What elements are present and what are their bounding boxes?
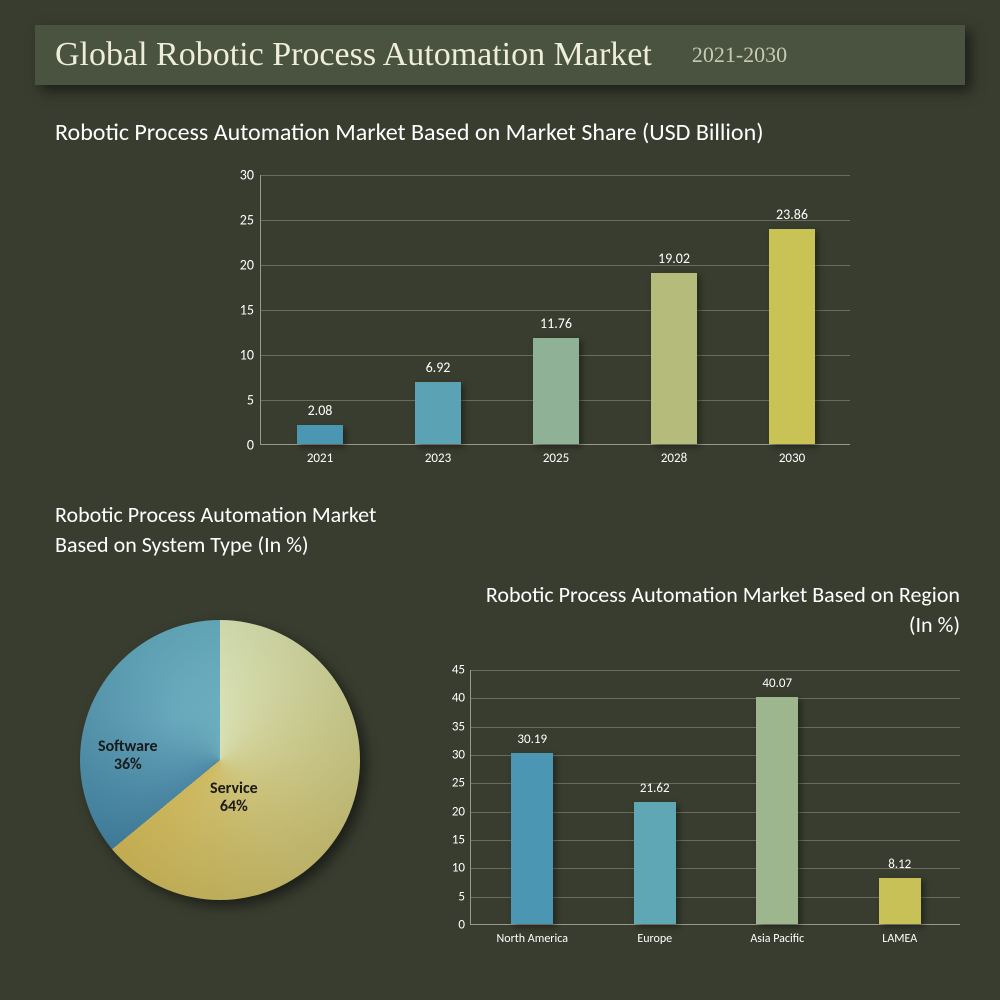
- gridline: [261, 175, 850, 176]
- bar: [533, 338, 579, 444]
- y-tick-label: 30: [433, 748, 465, 763]
- region-plot-area: 05101520253035404530.19North America21.6…: [470, 670, 960, 925]
- x-tick-label: North America: [497, 932, 568, 946]
- bar-value-label: 8.12: [888, 857, 911, 872]
- bar-value-label: 6.92: [426, 359, 451, 376]
- bar-value-label: 30.19: [517, 732, 547, 747]
- y-tick-label: 25: [433, 776, 465, 791]
- header-bar: Global Robotic Process Automation Market…: [35, 25, 965, 85]
- y-tick-label: 45: [433, 663, 465, 678]
- region-chart-title-text: Robotic Process Automation Market Based …: [486, 581, 960, 638]
- bar: [769, 229, 815, 444]
- pie-label-software: Software36%: [98, 738, 158, 775]
- gridline: [261, 220, 850, 221]
- region-chart: 0 5 10 15 20 25 30 35 40 45 30.19 North America 21.6…: [430, 665, 970, 955]
- bar-value-label: 11.76: [540, 315, 572, 332]
- bar-value-label: 19.02: [658, 250, 690, 267]
- bar: [756, 697, 798, 924]
- header-title: Global Robotic Process Automation Market: [55, 36, 652, 74]
- x-tick-label: 2025: [543, 451, 569, 466]
- bar-value-label: 40.07: [762, 676, 792, 691]
- gridline: [471, 670, 960, 671]
- pie-label-service: Service64%: [210, 780, 258, 817]
- gridline: [261, 265, 850, 266]
- bar: [415, 382, 461, 444]
- y-tick-label: 40: [433, 691, 465, 706]
- y-tick-label: 0: [433, 918, 465, 933]
- gridline: [261, 310, 850, 311]
- x-tick-label: LAMEA: [882, 932, 917, 946]
- bar: [634, 802, 676, 925]
- market-share-chart-title: Robotic Process Automation Market Based …: [55, 118, 763, 147]
- header-years: 2021-2030: [692, 42, 787, 68]
- region-chart-title: Robotic Process Automation Market Based …: [470, 580, 960, 639]
- y-tick-label: 15: [433, 833, 465, 848]
- gridline: [471, 727, 960, 728]
- x-tick-label: Asia Pacific: [750, 932, 804, 946]
- bar-value-label: 21.62: [640, 781, 670, 796]
- x-tick-label: 2021: [307, 451, 333, 466]
- system-type-pie: Software36% Service64%: [80, 620, 360, 900]
- gridline: [471, 698, 960, 699]
- bar-value-label: 23.86: [776, 206, 808, 223]
- bar: [879, 878, 921, 924]
- bar: [511, 753, 553, 924]
- y-tick-label: 20: [216, 257, 254, 274]
- y-tick-label: 25: [216, 212, 254, 229]
- y-tick-label: 5: [433, 889, 465, 904]
- x-tick-label: Europe: [637, 932, 672, 946]
- x-tick-label: 2028: [661, 451, 687, 466]
- y-tick-label: 5: [216, 392, 254, 409]
- y-tick-label: 0: [216, 437, 254, 454]
- bar: [297, 425, 343, 444]
- bar: [651, 273, 697, 444]
- system-type-pie-title: Robotic Process Automation Market Based …: [55, 500, 395, 559]
- bar-value-label: 2.08: [308, 402, 333, 419]
- y-tick-label: 20: [433, 804, 465, 819]
- x-tick-label: 2023: [425, 451, 451, 466]
- y-tick-label: 10: [433, 861, 465, 876]
- y-tick-label: 10: [216, 347, 254, 364]
- x-tick-label: 2030: [779, 451, 805, 466]
- y-tick-label: 30: [216, 167, 254, 184]
- market-share-plot-area: 0510152025302.0820216.92202311.76202519.…: [260, 175, 850, 445]
- y-tick-label: 15: [216, 302, 254, 319]
- y-tick-label: 35: [433, 719, 465, 734]
- market-share-chart: 0510152025302.0820216.92202311.76202519.…: [210, 165, 860, 475]
